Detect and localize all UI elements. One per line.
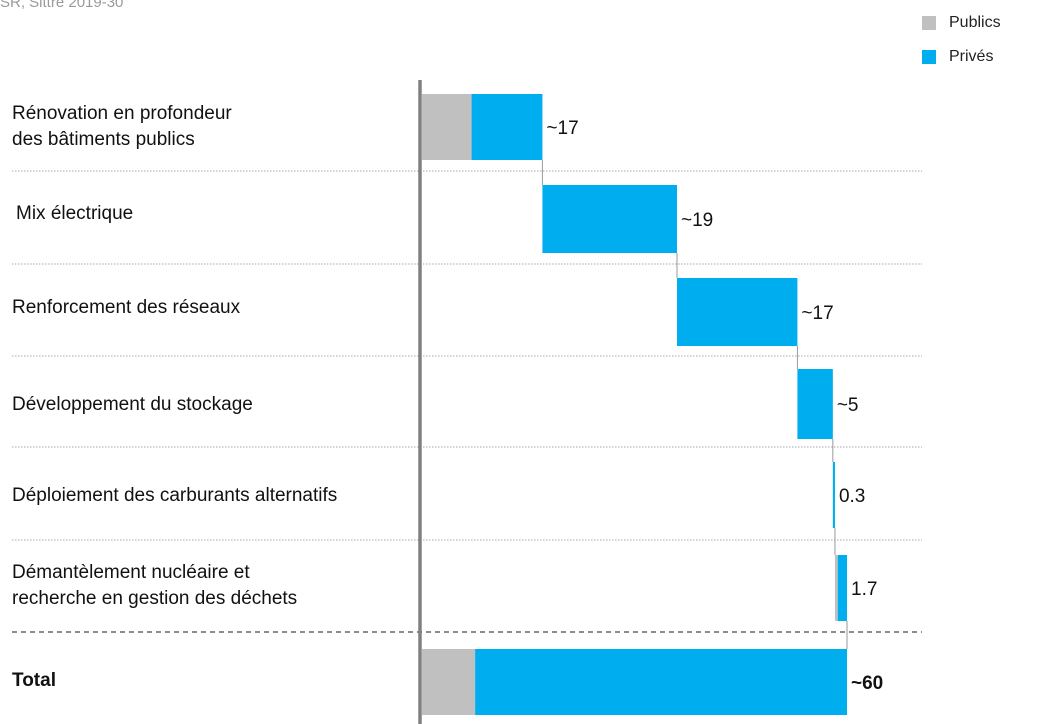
bar-publics [422,94,472,160]
legend: Publics Privés [922,10,1001,78]
legend-label-prives: Privés [949,48,994,65]
bar-prives [832,462,835,528]
legend-label-publics: Publics [949,14,1001,31]
data-label: 0.3 [839,486,865,507]
legend-swatch-prives [922,50,936,64]
data-label: 1.7 [851,579,877,600]
category-label: Mix électrique [16,203,134,224]
bar-publics [422,649,476,715]
bar-prives [475,649,847,715]
data-label: ~19 [681,210,713,231]
category-label-total: Total [12,670,56,691]
bar-prives [471,94,543,160]
bar-prives [542,185,677,253]
bar-prives [797,369,833,439]
bar-prives [677,278,798,346]
data-label: ~60 [851,673,883,694]
category-label: Déploiement des carburants alternatifs [12,485,338,506]
legend-swatch-publics [922,16,936,30]
data-label: ~17 [546,118,578,139]
data-label: ~5 [837,395,859,416]
legend-item-publics: Publics [922,10,1001,36]
category-label: Démantèlement nucléaire et recherche en … [12,562,298,609]
bar-prives [837,555,847,621]
source-note: SR, Sittre 2019-30 [0,0,124,11]
bar-publics [834,555,838,621]
category-label: Rénovation en profondeur des bâtiments p… [12,103,232,150]
category-label: Renforcement des réseaux [12,297,241,318]
data-label: ~17 [801,303,833,324]
legend-item-prives: Privés [922,44,1001,70]
category-label: Développement du stockage [12,394,253,415]
